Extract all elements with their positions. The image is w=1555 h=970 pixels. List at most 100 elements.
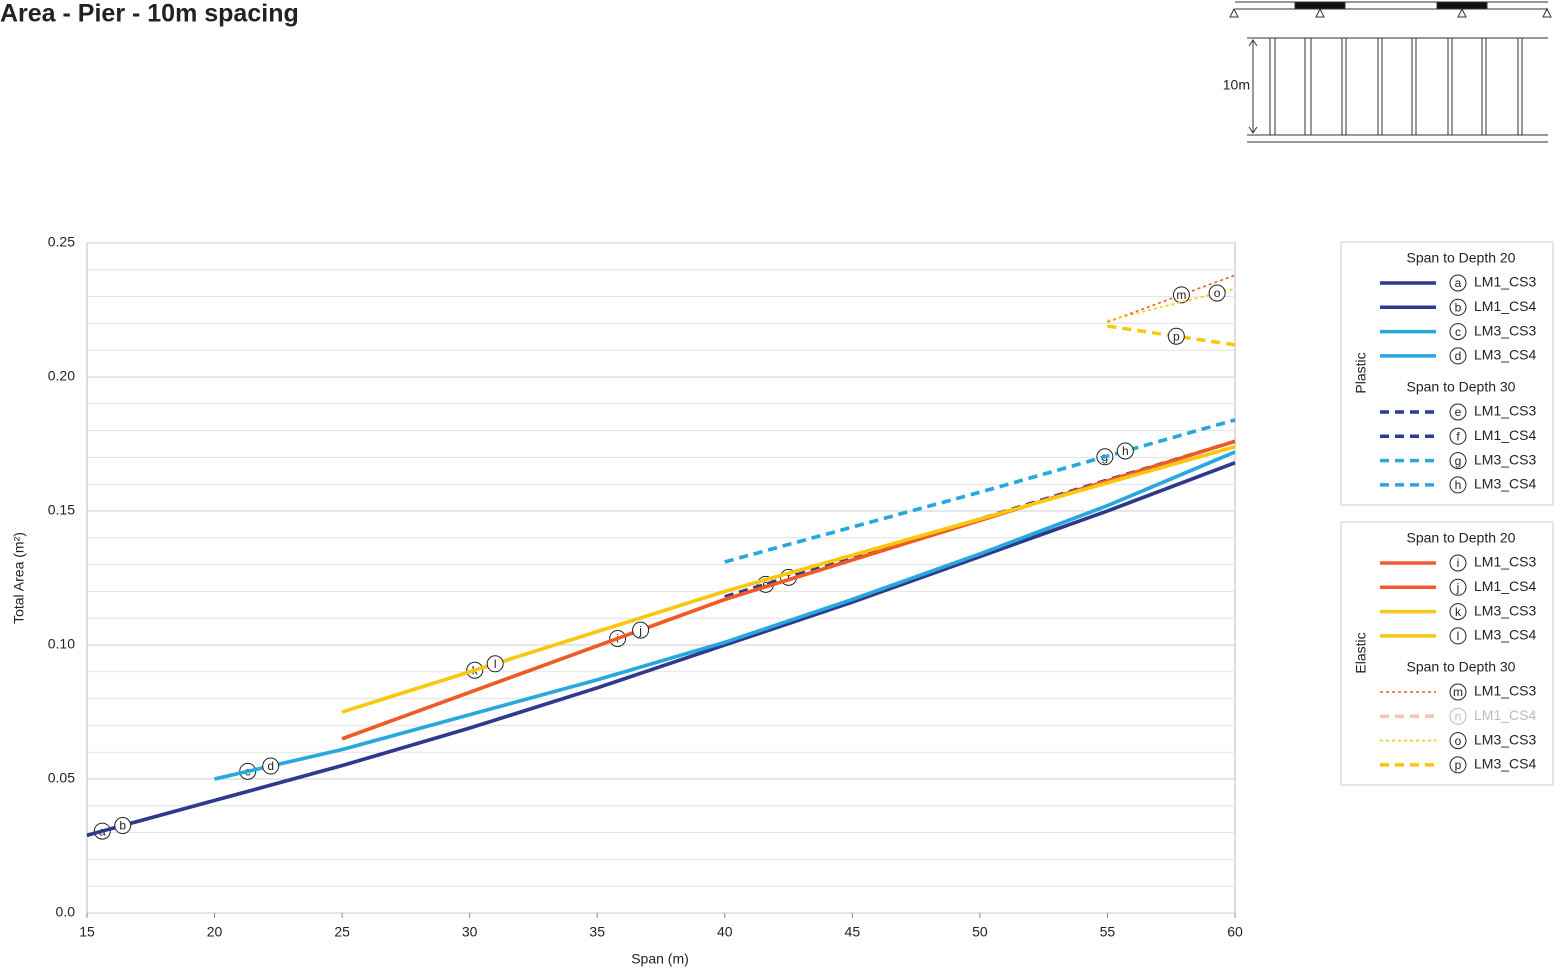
- x-tick-label: 40: [717, 924, 733, 940]
- plot-area: [86, 242, 1236, 914]
- x-tick-label: 30: [462, 924, 478, 940]
- series-marker-label: h: [1122, 444, 1129, 458]
- series-marker: [1449, 323, 1467, 341]
- x-tick-label: 50: [972, 924, 988, 940]
- x-tick-label: 25: [334, 924, 350, 940]
- y-tick-label: 0.10: [48, 636, 75, 652]
- x-axis-label: Span (m): [631, 951, 689, 967]
- legend-box: [1340, 241, 1554, 506]
- legend-label: LM3_CS4: [1474, 347, 1536, 363]
- series-marker: [1449, 427, 1467, 445]
- series-marker-label: b: [119, 819, 126, 833]
- series-marker-label: o: [1455, 734, 1462, 748]
- series-line: [341, 444, 1236, 714]
- legend-label: LM1_CS3: [1474, 403, 1536, 419]
- series-marker: [1449, 756, 1467, 774]
- series-line: [1107, 274, 1236, 323]
- legend-label: LM1_CS3: [1474, 274, 1536, 290]
- series-marker: [1449, 627, 1467, 645]
- legend-group-title: Plastic: [1353, 352, 1369, 393]
- series-marker-label: f: [1456, 429, 1460, 443]
- series-marker: [1172, 286, 1190, 304]
- legend-label: LM1_CS4: [1474, 578, 1536, 594]
- x-tick-label: 15: [79, 924, 95, 940]
- y-axis-label: Total Area (m²): [11, 532, 27, 624]
- x-tick-label: 55: [1100, 924, 1116, 940]
- series-marker: [1449, 554, 1467, 572]
- series-marker: [1449, 347, 1467, 365]
- series-marker: [1449, 403, 1467, 421]
- x-tick-label: 60: [1227, 924, 1243, 940]
- legend-label: LM3_CS3: [1474, 451, 1536, 467]
- legend-label: LM3_CS3: [1474, 322, 1536, 338]
- legend-label: LM1_CS4: [1474, 427, 1536, 443]
- series-marker: [1449, 707, 1467, 725]
- series-marker-label: c: [1455, 325, 1461, 339]
- legend-label: LM3_CS4: [1474, 756, 1536, 772]
- series-marker-label: h: [1455, 478, 1462, 492]
- series-marker-label: j: [638, 623, 642, 637]
- x-tick-label: 20: [207, 924, 223, 940]
- y-tick-label: 0.15: [48, 502, 75, 518]
- series-marker-label: m: [1453, 685, 1463, 699]
- series-marker: [1449, 476, 1467, 494]
- series-marker-label: m: [1176, 288, 1186, 302]
- series-marker: [1449, 274, 1467, 292]
- legend-label: LM1_CS3: [1474, 683, 1536, 699]
- series-marker-label: i: [1457, 556, 1460, 570]
- y-tick-label: 0.25: [48, 234, 75, 250]
- series-marker: [1449, 578, 1467, 596]
- series-marker: [1167, 327, 1185, 345]
- series-marker-label: k: [1455, 605, 1462, 619]
- x-tick-label: 35: [589, 924, 605, 940]
- y-tick-label: 0.0: [56, 904, 76, 920]
- series-marker-label: j: [1456, 580, 1460, 594]
- series-line: [86, 461, 1236, 837]
- series-marker: [1449, 603, 1467, 621]
- series-marker-label: g: [1455, 454, 1462, 468]
- series-marker-label: l: [494, 657, 497, 671]
- series-marker-label: b: [1455, 300, 1462, 314]
- series-marker: [1208, 284, 1226, 302]
- series-marker-label: p: [1455, 758, 1462, 772]
- series-marker-label: o: [1214, 286, 1221, 300]
- legend-label: LM3_CS4: [1474, 476, 1536, 492]
- series-marker-label: e: [1455, 405, 1462, 419]
- legend-label: LM3_CS3: [1474, 602, 1536, 618]
- legend-box: [1340, 521, 1554, 786]
- series-marker: [114, 817, 132, 835]
- inset-diagram: [1229, 1, 1552, 143]
- series-marker-label: p: [1173, 329, 1180, 343]
- series-marker: [486, 655, 504, 673]
- series-marker: [262, 757, 280, 775]
- legend-section-title: Span to Depth 20: [1407, 530, 1516, 546]
- legend-section-title: Span to Depth 30: [1407, 379, 1516, 395]
- legend-label: LM3_CS4: [1474, 627, 1536, 643]
- series-marker-label: n: [1455, 709, 1462, 723]
- series-line: [214, 450, 1236, 781]
- series-line: [724, 418, 1236, 564]
- chart-title: Area - Pier - 10m spacing: [0, 0, 299, 28]
- series-marker-label: e: [762, 577, 769, 591]
- legend-group-title: Elastic: [1353, 632, 1369, 673]
- series-marker: [1449, 683, 1467, 701]
- series-marker: [1449, 732, 1467, 750]
- legend-label: LM3_CS3: [1474, 731, 1536, 747]
- series-marker-label: a: [1455, 276, 1462, 290]
- legend-label: LM1_CS4: [1474, 707, 1536, 723]
- inset-label: 10m: [1223, 77, 1250, 93]
- legend-section-title: Span to Depth 30: [1407, 659, 1516, 675]
- series-marker: [632, 621, 650, 639]
- y-tick-label: 0.20: [48, 368, 75, 384]
- series-marker-label: d: [267, 759, 274, 773]
- legend-section-title: Span to Depth 20: [1407, 250, 1516, 266]
- series-marker-label: l: [1457, 629, 1460, 643]
- legend-label: LM1_CS4: [1474, 298, 1536, 314]
- series-marker-label: d: [1455, 349, 1462, 363]
- series-marker-label: f: [787, 571, 791, 585]
- legend-label: LM1_CS3: [1474, 554, 1536, 570]
- y-tick-label: 0.05: [48, 770, 75, 786]
- x-tick-label: 45: [845, 924, 861, 940]
- series-marker: [1449, 452, 1467, 470]
